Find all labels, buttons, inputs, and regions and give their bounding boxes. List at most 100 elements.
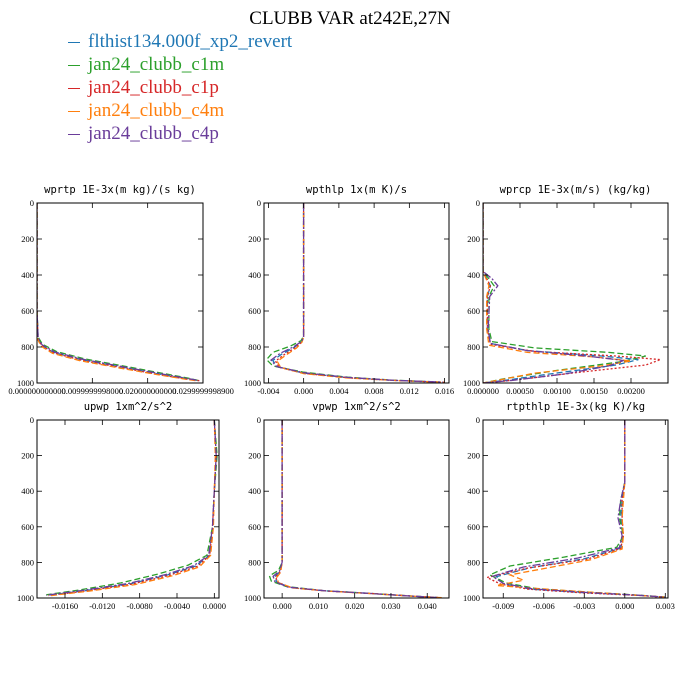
legend-label: jan24_clubb_c4m	[88, 100, 225, 121]
x-tick-label: 0.000	[615, 601, 634, 611]
panel-title: wpthlp 1x(m K)/s	[306, 184, 407, 196]
panel-title: vpwp 1xm^2/s^2	[312, 401, 401, 413]
plot-frame	[263, 419, 450, 599]
y-tick-label: 800	[248, 557, 261, 567]
series-line	[48, 420, 217, 597]
x-tick-label: 0.00150	[580, 386, 608, 396]
series-line	[268, 420, 435, 598]
y-tick-label: 0	[476, 415, 480, 425]
legend-line-swatch	[68, 111, 80, 113]
x-tick-label: 0.000	[294, 386, 313, 396]
x-tick-label: 0.030	[381, 601, 400, 611]
x-tick-label: 0.0299999998900	[172, 386, 234, 396]
legend-label: jan24_clubb_c1m	[88, 54, 225, 75]
y-tick-label: 800	[467, 557, 480, 567]
x-tick-label: 0.040	[418, 601, 437, 611]
x-tick-label: 0.00100	[543, 386, 571, 396]
series-line	[50, 420, 216, 597]
legend-item: flthist134.000f_xp2_revert	[68, 30, 292, 53]
y-tick-label: 400	[467, 270, 480, 280]
x-tick-label: 0.00200	[617, 386, 645, 396]
series-line	[272, 420, 437, 598]
x-tick-label: 0.000000000000	[8, 386, 65, 396]
x-tick-label: 0.0000	[203, 601, 226, 611]
plot-frame	[263, 202, 450, 384]
plot-frame	[36, 419, 220, 599]
legend-label: flthist134.000f_xp2_revert	[88, 31, 293, 52]
y-tick-label: 600	[248, 306, 261, 316]
y-tick-label: 0	[257, 198, 261, 208]
legend: flthist134.000f_xp2_revert jan24_clubb_c…	[68, 30, 292, 145]
series-line	[275, 420, 442, 598]
y-tick-label: 400	[248, 270, 261, 280]
x-tick-label: -0.0160	[52, 601, 78, 611]
y-tick-label: 800	[21, 557, 34, 567]
y-tick-label: 0	[30, 415, 34, 425]
series-line	[274, 420, 440, 598]
y-tick-label: 1000	[17, 593, 34, 603]
legend-line-swatch	[68, 88, 80, 90]
plot-frame	[482, 419, 669, 599]
plot-frame	[36, 202, 204, 384]
series-line	[270, 203, 443, 383]
y-tick-label: 800	[248, 342, 261, 352]
y-tick-label: 200	[248, 451, 261, 461]
y-tick-label: 0	[30, 198, 34, 208]
y-tick-label: 600	[21, 522, 34, 532]
y-tick-label: 1000	[463, 593, 480, 603]
x-tick-label: 0.020	[345, 601, 364, 611]
x-tick-label: 0.010	[309, 601, 328, 611]
panel-title: wprtp 1E-3x(m kg)/(s kg)	[44, 184, 196, 196]
y-tick-label: 200	[21, 451, 34, 461]
x-tick-label: 0.003	[656, 601, 675, 611]
x-tick-label: 0.00050	[506, 386, 534, 396]
y-tick-label: 400	[467, 486, 480, 496]
series-line	[274, 420, 439, 598]
panel-title: rtpthlp 1E-3x(kg K)/kg	[506, 401, 645, 413]
y-tick-label: 0	[476, 198, 480, 208]
x-tick-label: -0.004	[257, 386, 280, 396]
panel-title: wprcp 1E-3x(m/s) (kg/kg)	[500, 184, 652, 196]
series-line	[485, 420, 666, 598]
series-line	[265, 203, 441, 383]
x-tick-label: -0.009	[492, 601, 514, 611]
y-tick-label: 0	[257, 415, 261, 425]
series-line	[46, 420, 217, 596]
y-tick-label: 200	[467, 234, 480, 244]
y-tick-label: 600	[467, 522, 480, 532]
x-tick-label: 0.008	[365, 386, 384, 396]
panel-title: upwp 1xm^2/s^2	[84, 401, 173, 413]
y-tick-label: 400	[248, 486, 261, 496]
series-line	[483, 203, 661, 383]
legend-line-swatch	[68, 134, 80, 136]
series-line	[274, 203, 445, 383]
x-tick-label: 0.012	[400, 386, 419, 396]
x-tick-label: 0.000	[273, 601, 292, 611]
figure-title: CLUBB VAR at242E,27N	[249, 8, 451, 29]
y-tick-label: 600	[248, 522, 261, 532]
x-tick-label: -0.003	[573, 601, 595, 611]
series-line	[490, 420, 666, 598]
x-tick-label: -0.006	[533, 601, 555, 611]
x-tick-label: 0.020000000000	[119, 386, 176, 396]
y-tick-label: 1000	[244, 593, 261, 603]
series-line	[483, 203, 624, 383]
y-tick-label: 200	[21, 234, 34, 244]
series-line	[483, 203, 646, 383]
series-line	[46, 420, 217, 596]
series-line	[37, 203, 199, 382]
y-tick-label: 1000	[244, 378, 261, 388]
y-tick-label: 600	[21, 306, 34, 316]
y-tick-label: 400	[21, 270, 34, 280]
x-tick-label: 0.016	[435, 386, 454, 396]
x-tick-label: 0.004	[329, 386, 349, 396]
legend-item: jan24_clubb_c1m	[68, 53, 292, 76]
series-line	[495, 420, 666, 598]
y-tick-label: 1000	[17, 378, 34, 388]
legend-item: jan24_clubb_c1p	[68, 76, 292, 99]
series-line	[46, 420, 218, 596]
y-tick-label: 600	[467, 306, 480, 316]
legend-label: jan24_clubb_c4p	[88, 123, 219, 144]
y-tick-label: 200	[467, 451, 480, 461]
